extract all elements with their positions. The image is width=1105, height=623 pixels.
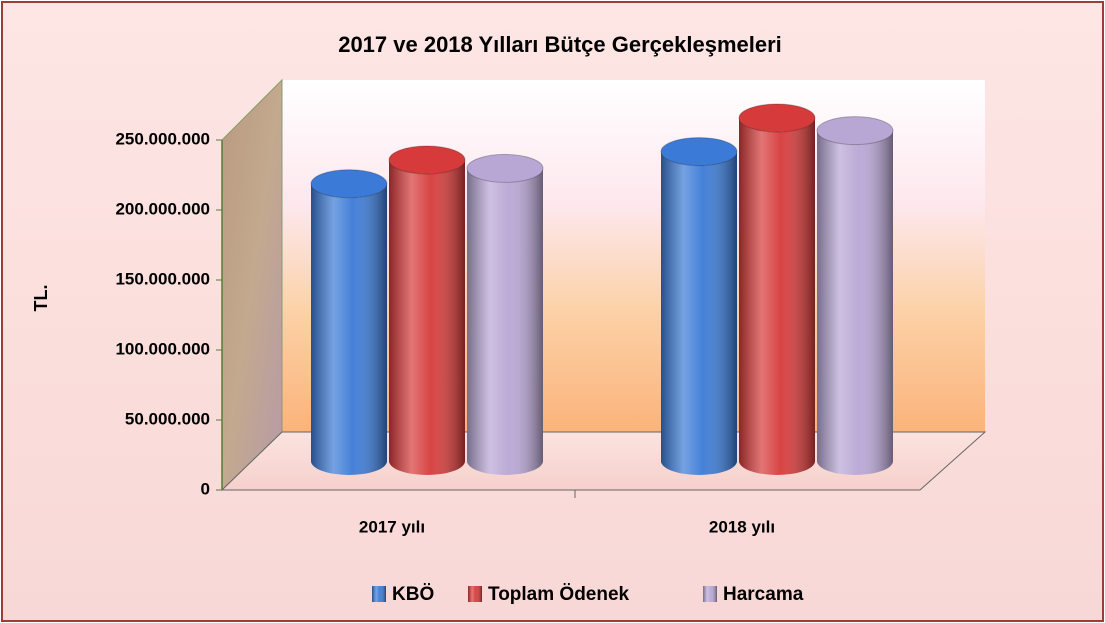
legend-swatch-shade xyxy=(468,586,482,602)
legend-label: KBÖ xyxy=(392,584,434,605)
bar-top xyxy=(816,116,894,146)
legend-swatch-shade xyxy=(372,586,386,602)
legend-label: Harcama xyxy=(723,584,804,605)
legend-swatch-shade xyxy=(703,586,717,602)
bar-top xyxy=(310,169,388,199)
bar-shading xyxy=(661,151,737,475)
x-tick-label: 2017 yılı xyxy=(359,517,425,536)
bar-shading xyxy=(817,130,893,475)
y-axis-label: TL. xyxy=(31,285,51,312)
bar-top xyxy=(466,153,544,183)
side-wall xyxy=(221,78,283,492)
bar-shading xyxy=(389,160,465,475)
bar-top xyxy=(738,103,816,133)
x-tick-label: 2018 yılı xyxy=(709,517,775,536)
bar-shading xyxy=(311,183,387,476)
bar-shading xyxy=(467,168,543,475)
bar-shading xyxy=(739,118,815,475)
chart-title: 2017 ve 2018 Yılları Bütçe Gerçekleşmele… xyxy=(338,32,782,57)
bar-top xyxy=(660,137,738,167)
bar-top xyxy=(388,145,466,175)
y-tick-label: 200.000.000 xyxy=(115,199,210,218)
y-tick-label: 150.000.000 xyxy=(115,269,210,288)
legend-label: Toplam Ödenek xyxy=(488,584,630,605)
y-tick-label: 0 xyxy=(201,479,210,498)
y-tick-label: 50.000.000 xyxy=(125,409,210,428)
y-tick-label: 250.000.000 xyxy=(115,129,210,148)
y-tick-label: 100.000.000 xyxy=(115,339,210,358)
